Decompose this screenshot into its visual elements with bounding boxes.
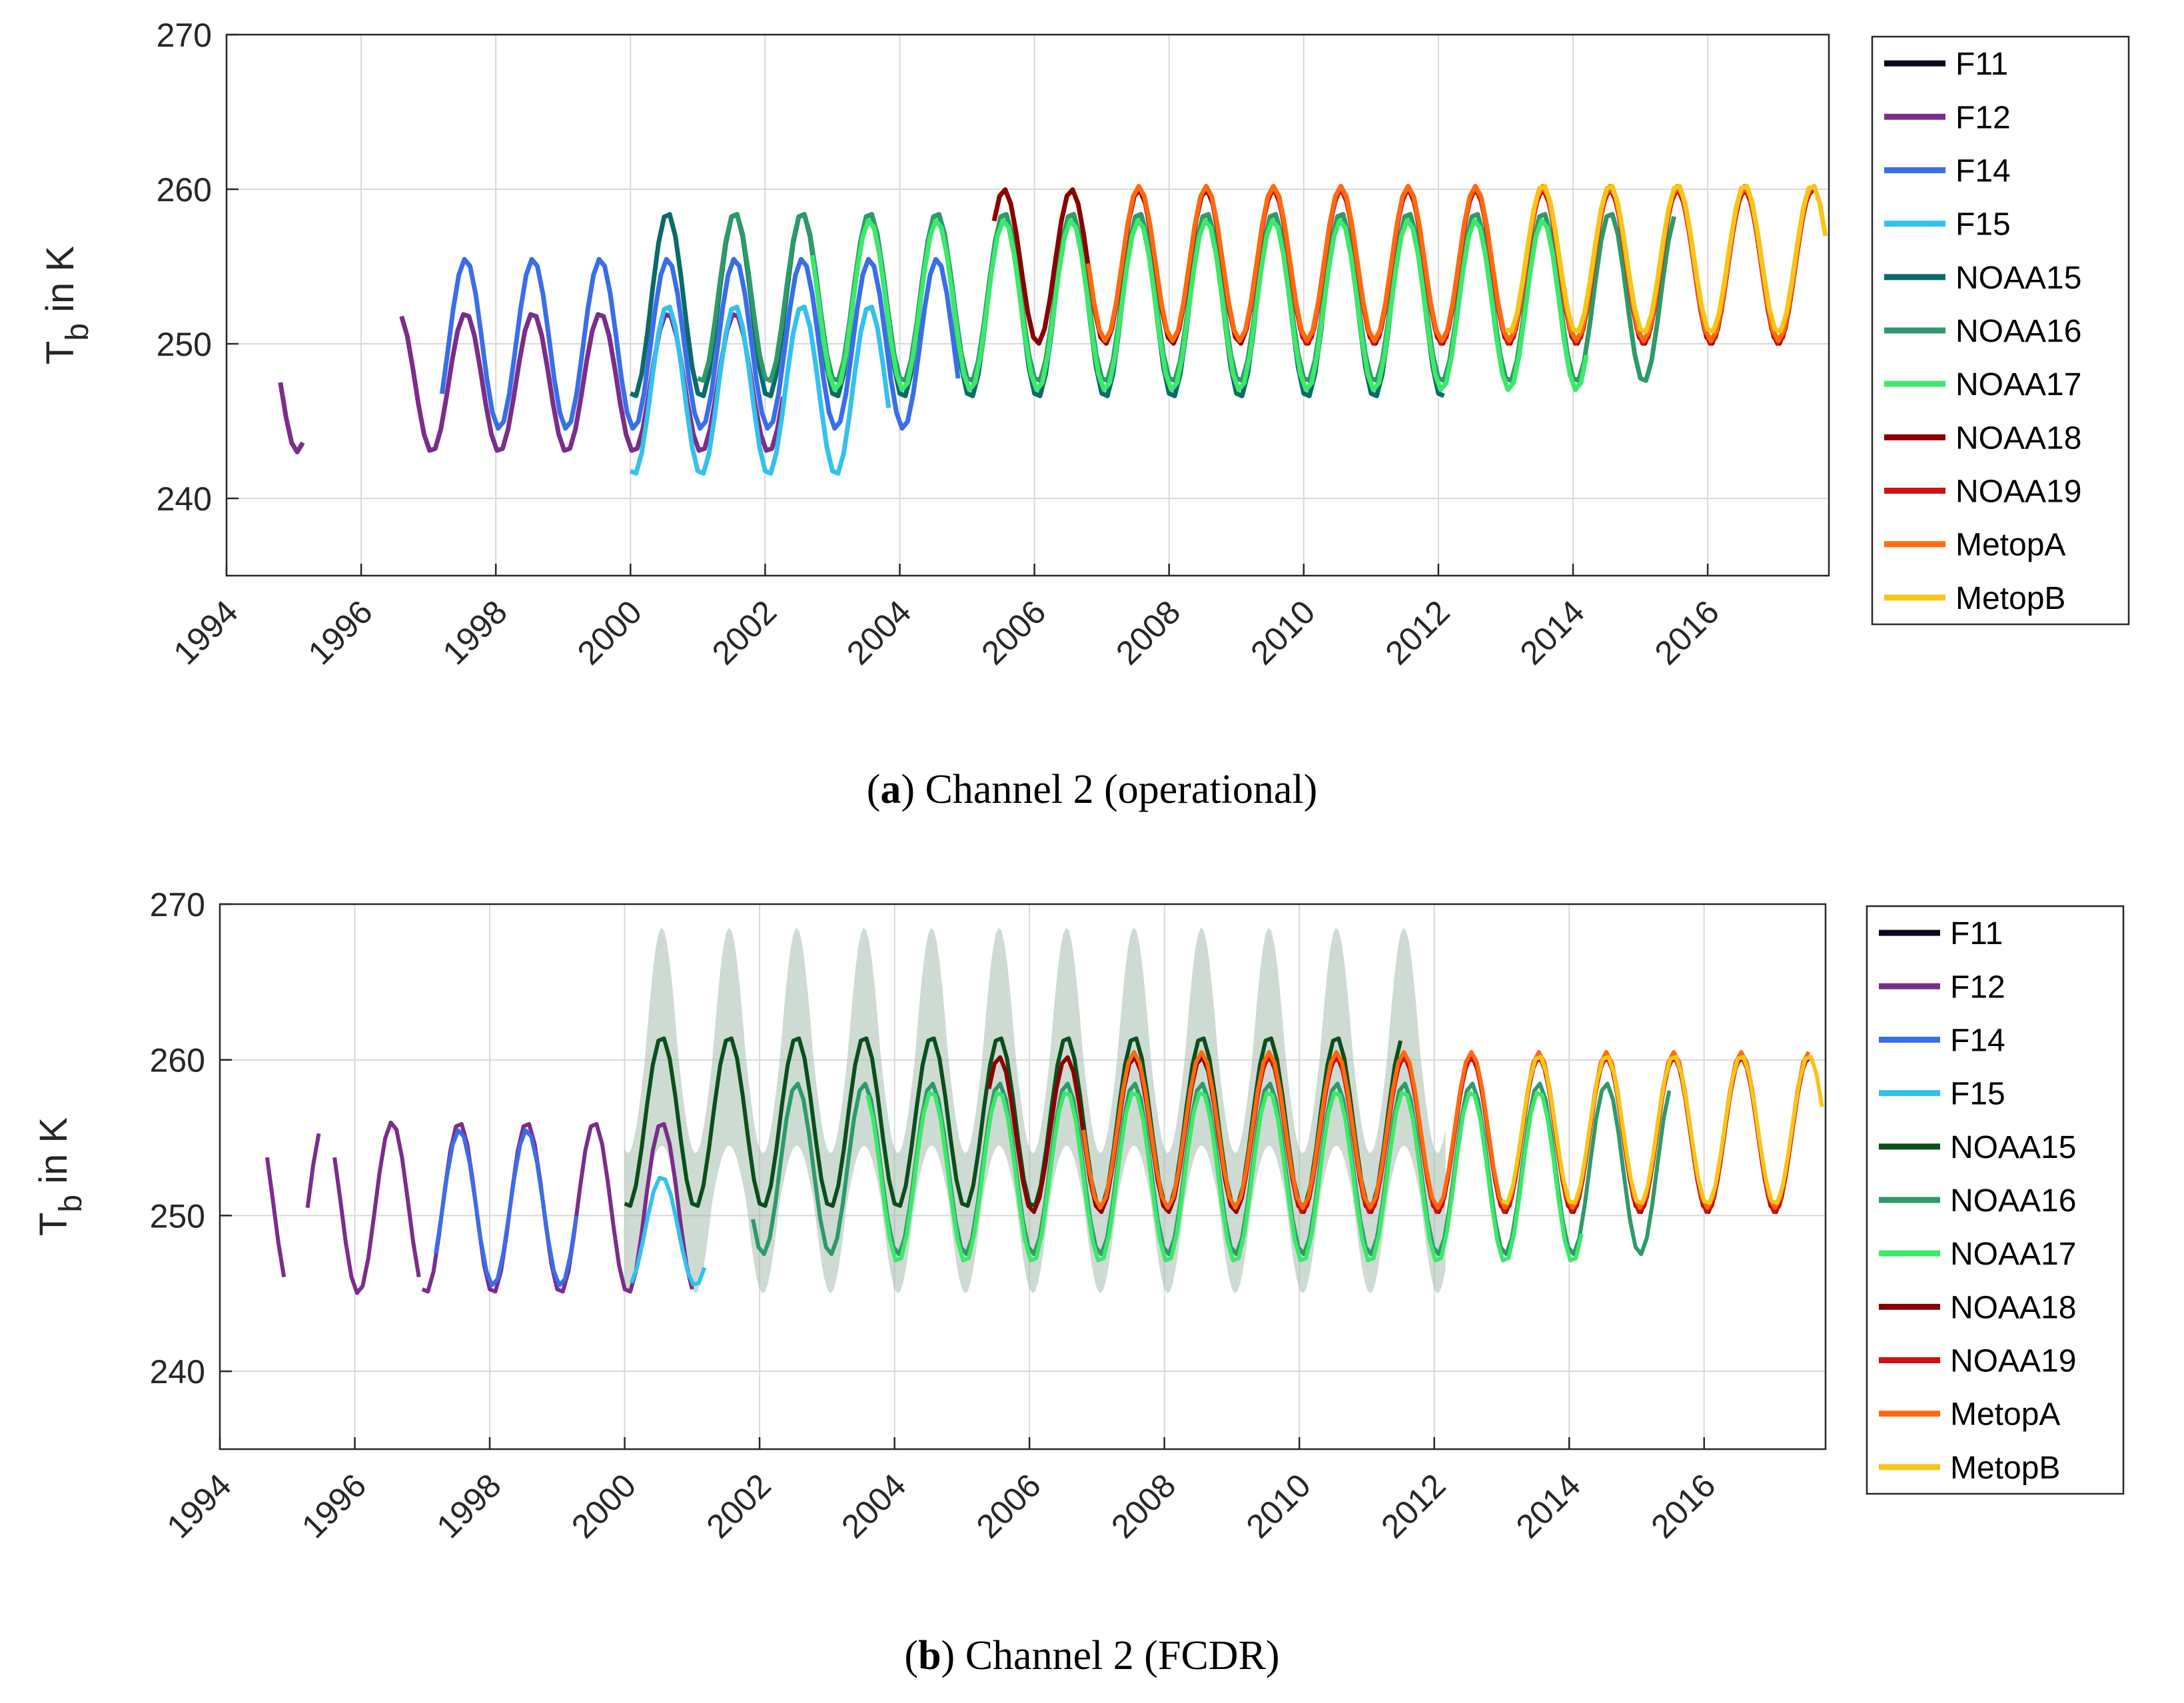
legend-label-F11: F11 bbox=[1955, 47, 2008, 82]
legend-label-F11: F11 bbox=[1950, 916, 2003, 951]
x-tick-label-2016: 2016 bbox=[1648, 593, 1726, 672]
series-line-F12-0 bbox=[278, 382, 305, 454]
x-tick-label-2002: 2002 bbox=[705, 593, 784, 672]
plot-area-a bbox=[278, 183, 1828, 476]
x-tick-label-1994: 1994 bbox=[160, 1466, 239, 1545]
x-tick-label-2010: 2010 bbox=[1239, 1466, 1318, 1545]
legend-label-F12: F12 bbox=[1950, 969, 2005, 1005]
series-line-F12-0 bbox=[265, 1157, 286, 1278]
legend-label-NOAA18: NOAA18 bbox=[1950, 1290, 2076, 1325]
legend-label-MetopA: MetopA bbox=[1955, 528, 2065, 563]
legend-label-F12: F12 bbox=[1955, 100, 2011, 135]
legend-label-F14: F14 bbox=[1950, 1023, 2005, 1058]
chart-panel-a: 1994 1996 1998 2000 2002 2004 2006 2008 2010 2012… bbox=[39, 17, 2130, 672]
legend-label-NOAA15: NOAA15 bbox=[1950, 1130, 2076, 1165]
y-tick-label-270: 270 bbox=[157, 17, 212, 54]
legend-a: F11 F12 F14 F15 NOAA15 NOAA16 NOAA17 NOAA18 NOAA… bbox=[1871, 35, 2130, 626]
y-tick-label-240: 240 bbox=[150, 1353, 205, 1391]
x-tick-label-2012: 2012 bbox=[1378, 593, 1456, 672]
series-line-MetopB-0 bbox=[1500, 1055, 1824, 1205]
y-tick-label-250: 250 bbox=[157, 326, 212, 363]
legend-label-NOAA17: NOAA17 bbox=[1950, 1237, 2076, 1272]
series-line-NOAA17-0 bbox=[810, 218, 1589, 392]
x-tick-label-2004: 2004 bbox=[839, 593, 918, 672]
x-tick-label-2014: 2014 bbox=[1513, 593, 1592, 672]
x-tick-label-1994: 1994 bbox=[167, 593, 245, 672]
x-tick-label-2016: 2016 bbox=[1644, 1466, 1722, 1545]
axes-box-b bbox=[219, 903, 1827, 1450]
legend-label-F15: F15 bbox=[1950, 1077, 2005, 1112]
x-tick-label-1996: 1996 bbox=[294, 1466, 373, 1545]
y-tick-label-250: 250 bbox=[150, 1197, 205, 1235]
x-tick-label-2008: 2008 bbox=[1104, 1466, 1183, 1545]
legend-label-NOAA15: NOAA15 bbox=[1955, 261, 2081, 296]
legend-label-NOAA18: NOAA18 bbox=[1955, 420, 2081, 456]
axes-box-a bbox=[225, 33, 1830, 577]
series-line-MetopB-0 bbox=[1504, 184, 1828, 334]
series-line-F14-0 bbox=[434, 1128, 578, 1287]
series-line-NOAA15-0 bbox=[629, 212, 1445, 398]
legend-label-NOAA17: NOAA17 bbox=[1955, 367, 2081, 402]
x-tick-label-1998: 1998 bbox=[430, 1466, 508, 1545]
x-tick-label-2014: 2014 bbox=[1509, 1466, 1588, 1545]
plot-area-b bbox=[265, 927, 1824, 1295]
legend-label-NOAA19: NOAA19 bbox=[1955, 474, 2081, 510]
x-tick-label-2002: 2002 bbox=[700, 1466, 778, 1545]
series-line-NOAA15-0 bbox=[624, 1036, 1403, 1208]
x-tick-label-1998: 1998 bbox=[436, 593, 514, 672]
x-tick-label-2010: 2010 bbox=[1243, 593, 1322, 672]
legend-label-MetopA: MetopA bbox=[1950, 1397, 2060, 1432]
series-line-F15-0 bbox=[629, 304, 891, 476]
y-tick-label-270: 270 bbox=[150, 886, 205, 923]
series-line-F14-0 bbox=[439, 257, 961, 431]
legend-b: F11 F12 F14 F15 NOAA15 NOAA16 NOAA17 NOAA18 NOAA… bbox=[1866, 905, 2125, 1495]
y-axis-label-a: Tb in K bbox=[39, 246, 95, 365]
legend-label-F14: F14 bbox=[1955, 153, 2011, 189]
y-tick-label-260: 260 bbox=[150, 1042, 205, 1079]
legend-label-NOAA16: NOAA16 bbox=[1950, 1183, 2076, 1219]
series-line-F15-0 bbox=[629, 1175, 707, 1287]
series-line-F12-1 bbox=[305, 1133, 321, 1209]
series-line-F12-2 bbox=[332, 1120, 421, 1295]
x-tick-label-2000: 2000 bbox=[570, 593, 649, 672]
y-tick-label-260: 260 bbox=[157, 171, 212, 209]
y-tick-label-240: 240 bbox=[157, 480, 212, 518]
legend-label-NOAA19: NOAA19 bbox=[1950, 1344, 2076, 1379]
x-tick-label-1996: 1996 bbox=[301, 593, 380, 672]
chart-panel-b: 1994 1996 1998 2000 2002 2004 2006 2008 2010 2012… bbox=[32, 886, 2125, 1545]
x-tick-label-2000: 2000 bbox=[564, 1466, 643, 1545]
x-tick-label-2012: 2012 bbox=[1374, 1466, 1452, 1545]
series-line-NOAA17-0 bbox=[865, 1091, 1584, 1263]
legend-label-F15: F15 bbox=[1955, 207, 2011, 243]
x-tick-label-2006: 2006 bbox=[974, 593, 1053, 672]
x-tick-label-2008: 2008 bbox=[1109, 593, 1187, 672]
caption-b: (b) Channel 2 (FCDR) bbox=[904, 1633, 1280, 1678]
x-tick-label-2004: 2004 bbox=[834, 1466, 913, 1545]
legend-label-NOAA16: NOAA16 bbox=[1955, 314, 2081, 349]
x-tick-label-2006: 2006 bbox=[969, 1466, 1048, 1545]
legend-label-MetopB: MetopB bbox=[1955, 581, 2065, 616]
legend-label-MetopB: MetopB bbox=[1950, 1450, 2060, 1486]
y-axis-label-b: Tb in K bbox=[32, 1117, 89, 1237]
caption-a: (a) Channel 2 (operational) bbox=[866, 767, 1318, 812]
